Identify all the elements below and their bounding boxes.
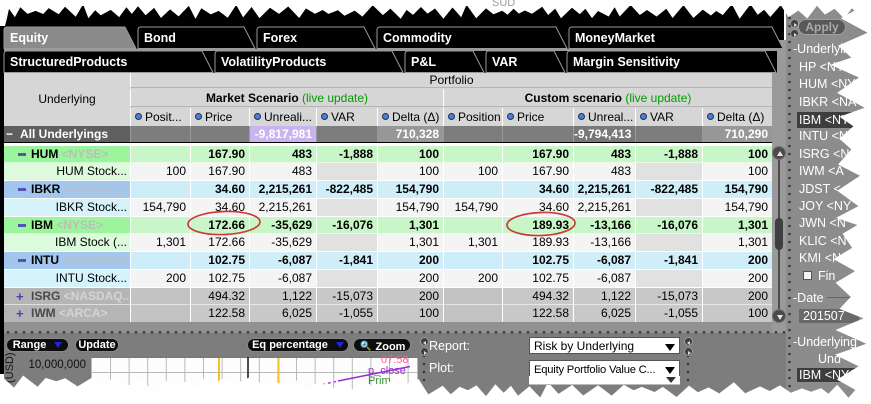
- svg-text:Forex: Forex: [263, 31, 297, 45]
- svg-text:MoneyMarket: MoneyMarket: [575, 31, 656, 45]
- svg-text:VAR: VAR: [492, 55, 517, 69]
- svg-text:Bond: Bond: [144, 31, 176, 45]
- svg-text:StructuredProducts: StructuredProducts: [10, 55, 127, 69]
- svg-text:VolatilityProducts: VolatilityProducts: [221, 55, 326, 69]
- svg-text:Equity: Equity: [10, 31, 48, 45]
- svg-text:Commodity: Commodity: [383, 31, 452, 45]
- svg-text:Margin Sensitivity: Margin Sensitivity: [573, 55, 680, 69]
- svg-text:P&L: P&L: [411, 55, 436, 69]
- svg-text:SUD: SUD: [492, 0, 515, 9]
